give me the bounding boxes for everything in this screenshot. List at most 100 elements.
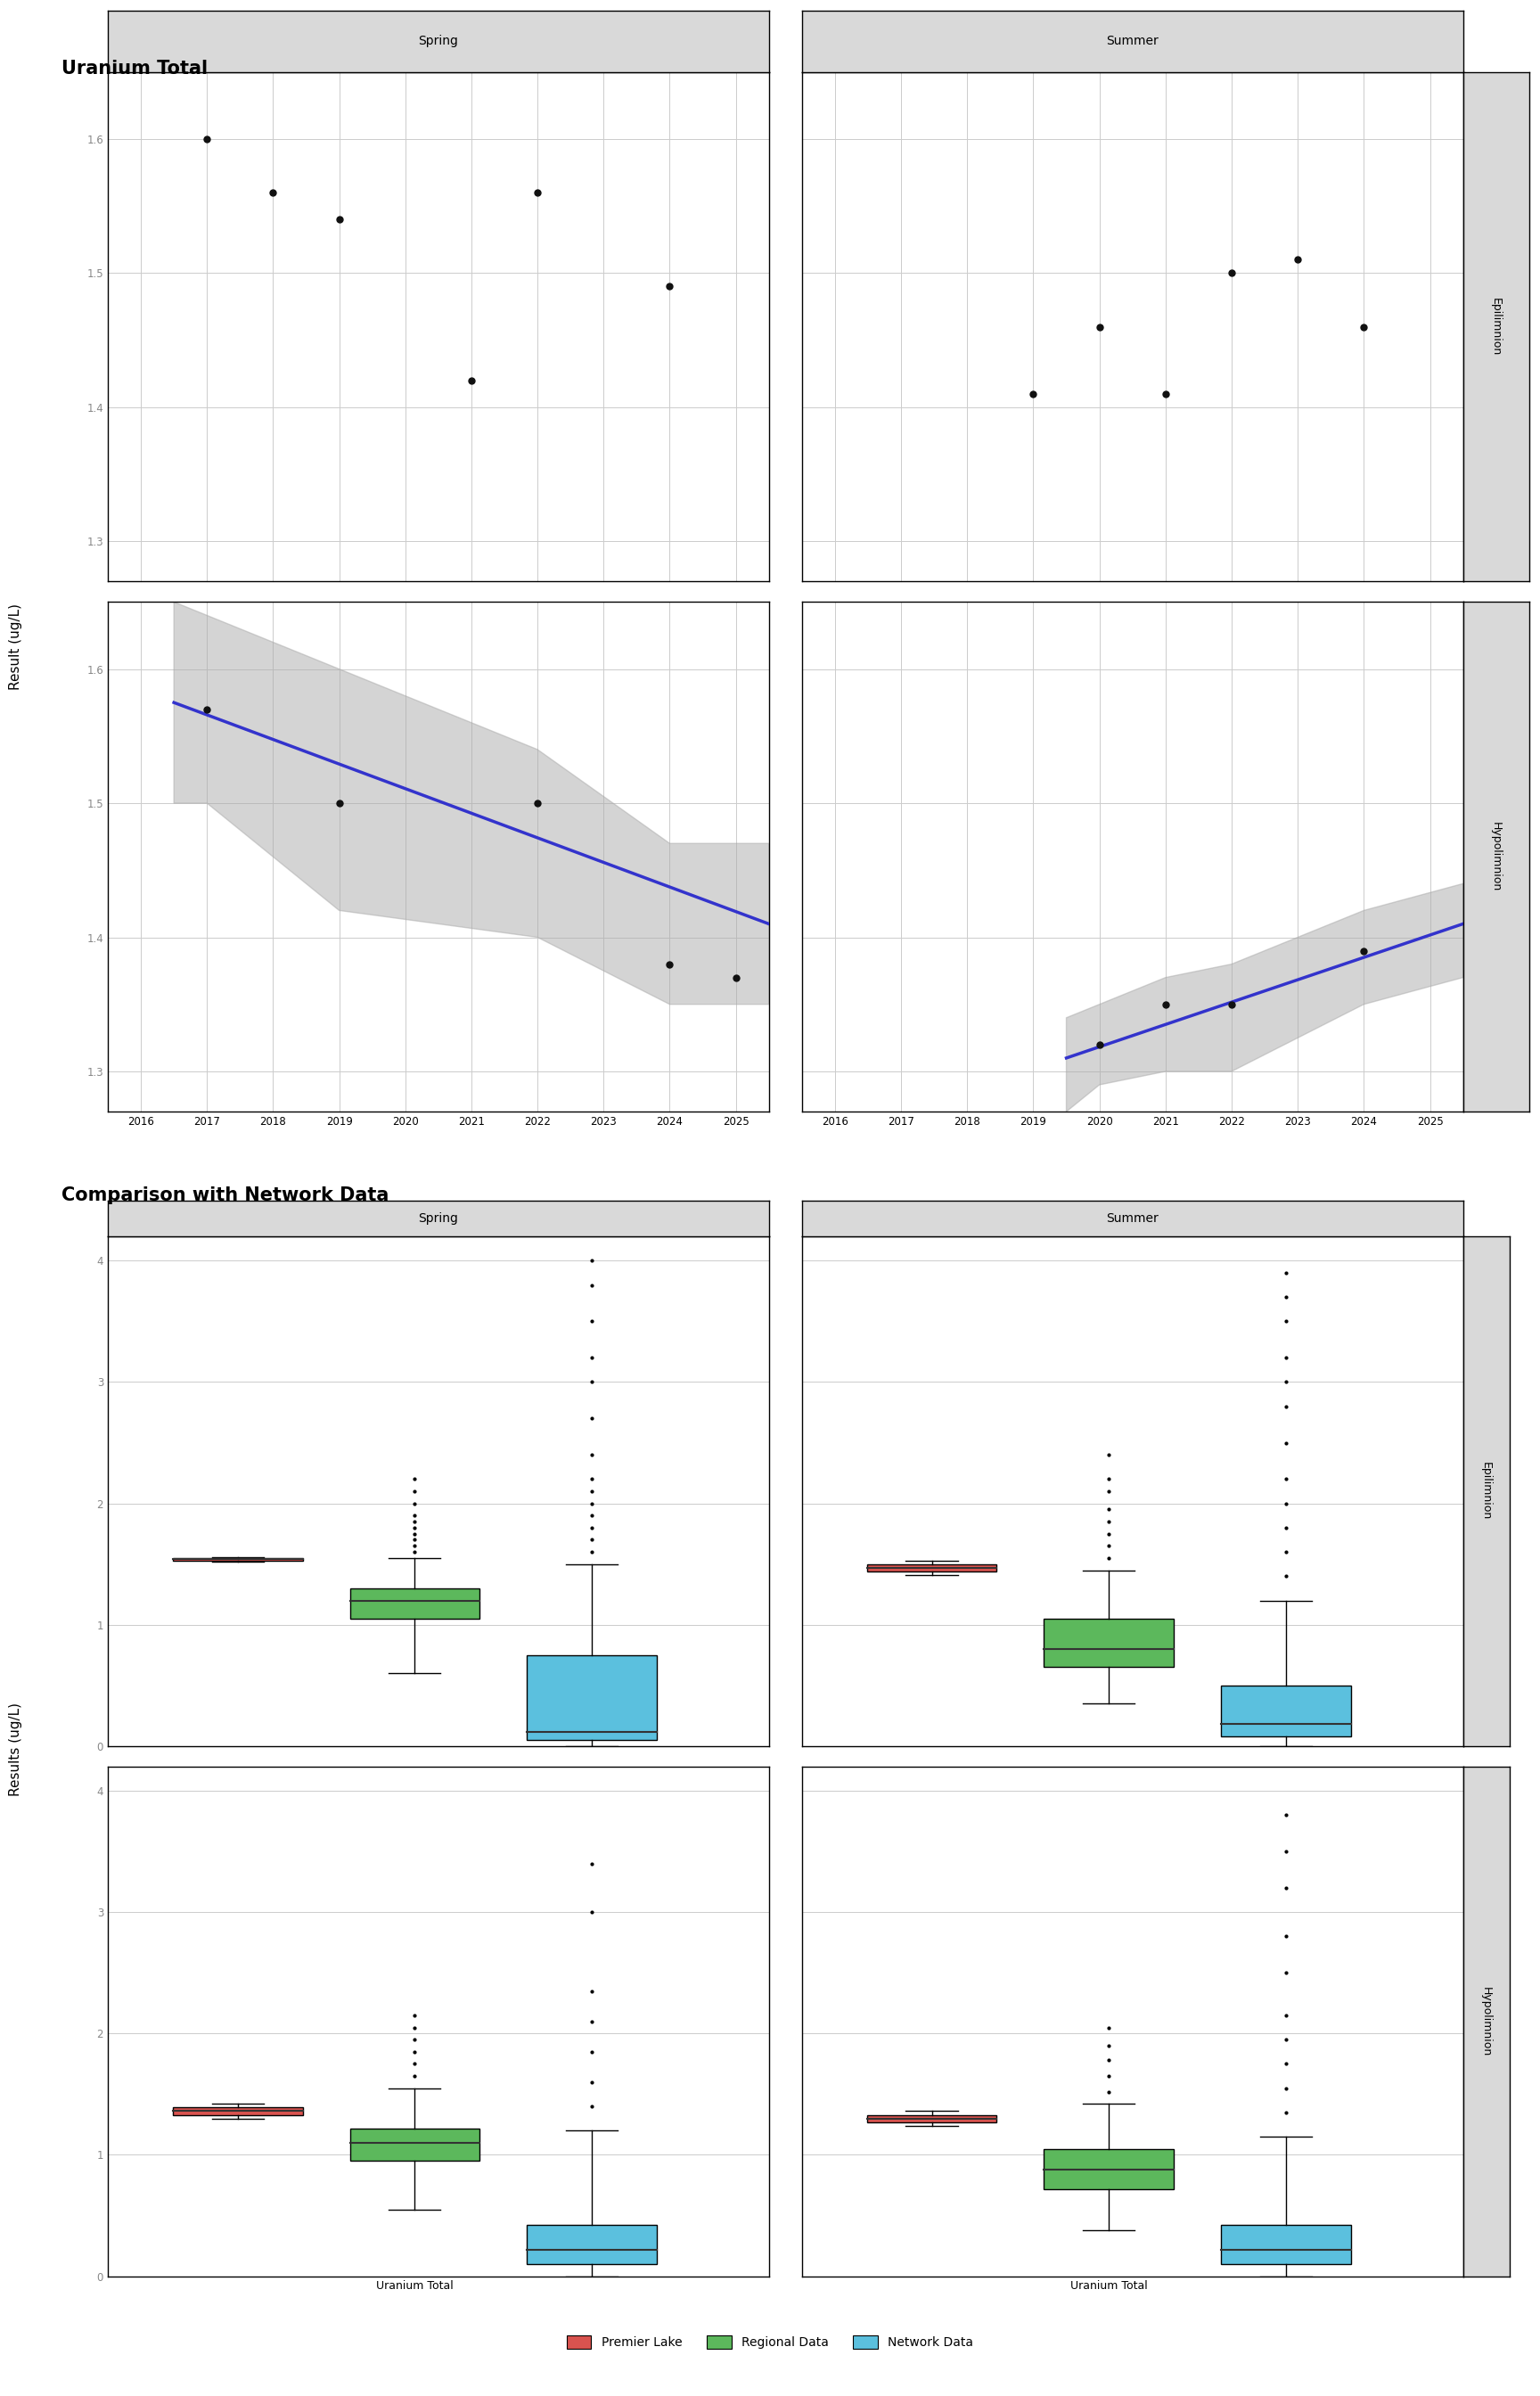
Text: Results (ug/L): Results (ug/L): [9, 1701, 22, 1797]
Point: [1352, 932, 1377, 970]
Point: [579, 1435, 604, 1474]
Point: [579, 1339, 604, 1378]
Point: [579, 1399, 604, 1438]
Point: [1096, 1538, 1121, 1577]
Point: [1021, 374, 1046, 412]
Point: [1096, 1490, 1121, 1529]
FancyBboxPatch shape: [1044, 2149, 1173, 2190]
Text: Result (ug/L): Result (ug/L): [9, 604, 22, 690]
Point: [1096, 1435, 1121, 1474]
Point: [579, 1533, 604, 1572]
FancyBboxPatch shape: [350, 1589, 479, 1620]
Point: [402, 2032, 427, 2070]
Point: [1352, 307, 1377, 345]
Point: [525, 173, 550, 211]
FancyBboxPatch shape: [867, 1565, 996, 1572]
Point: [658, 944, 682, 982]
Point: [402, 1502, 427, 1541]
Point: [402, 2056, 427, 2094]
Point: [194, 120, 219, 158]
Point: [1274, 1339, 1298, 1378]
Point: [1274, 1459, 1298, 1498]
Point: [579, 2063, 604, 2101]
Text: Comparison with Network Data: Comparison with Network Data: [62, 1186, 390, 1203]
Point: [1274, 1797, 1298, 1835]
Point: [1274, 1917, 1298, 1955]
Point: [1274, 1533, 1298, 1572]
Point: [1274, 2044, 1298, 2082]
Point: [579, 1521, 604, 1560]
Point: [579, 2032, 604, 2070]
Point: [1153, 985, 1178, 1023]
FancyBboxPatch shape: [1044, 1620, 1173, 1668]
Point: [1274, 1509, 1298, 1548]
Text: Uranium Total: Uranium Total: [62, 60, 208, 77]
Point: [1153, 374, 1178, 412]
Point: [525, 783, 550, 822]
Point: [1274, 1483, 1298, 1521]
Point: [579, 1471, 604, 1509]
Point: [402, 1509, 427, 1548]
Point: [326, 783, 351, 822]
Point: [1096, 1502, 1121, 1541]
FancyBboxPatch shape: [527, 2226, 656, 2264]
Point: [1096, 1526, 1121, 1565]
FancyBboxPatch shape: [172, 2108, 302, 2116]
Point: [1274, 2020, 1298, 2058]
Polygon shape: [174, 601, 768, 1004]
Point: [402, 2044, 427, 2082]
Point: [1096, 2073, 1121, 2111]
Point: [402, 1526, 427, 1565]
Point: [1096, 1459, 1121, 1498]
Point: [1274, 1833, 1298, 1871]
Point: [1220, 985, 1244, 1023]
FancyBboxPatch shape: [527, 1656, 656, 1739]
Point: [260, 173, 285, 211]
Point: [579, 1363, 604, 1402]
Point: [579, 1498, 604, 1536]
Point: [579, 2087, 604, 2125]
Point: [1274, 1387, 1298, 1426]
Point: [1274, 1557, 1298, 1596]
Point: [1096, 1514, 1121, 1553]
Point: [1220, 254, 1244, 292]
Point: [579, 2003, 604, 2041]
Polygon shape: [1066, 884, 1463, 1112]
Point: [579, 1845, 604, 1883]
Point: [402, 1521, 427, 1560]
Point: [658, 268, 682, 307]
Point: [1274, 2094, 1298, 2132]
Point: [724, 958, 748, 997]
Point: [579, 1301, 604, 1339]
Point: [402, 1514, 427, 1553]
Point: [1274, 1423, 1298, 1462]
Point: [579, 1509, 604, 1548]
Point: [1274, 1277, 1298, 1315]
Point: [402, 1533, 427, 1572]
Point: [402, 2008, 427, 2046]
Point: [579, 1893, 604, 1931]
Point: [1096, 1471, 1121, 1509]
Point: [1096, 2008, 1121, 2046]
Point: [402, 1471, 427, 1509]
Point: [579, 1459, 604, 1498]
FancyBboxPatch shape: [1221, 2226, 1351, 2264]
FancyBboxPatch shape: [867, 2116, 996, 2123]
Point: [1096, 2027, 1121, 2065]
Point: [579, 1265, 604, 1303]
Point: [1096, 2056, 1121, 2094]
Point: [402, 2020, 427, 2058]
FancyBboxPatch shape: [350, 2128, 479, 2161]
Point: [326, 201, 351, 240]
Point: [402, 1483, 427, 1521]
Point: [1274, 1253, 1298, 1291]
Point: [459, 362, 484, 400]
Point: [402, 1996, 427, 2034]
Point: [579, 1483, 604, 1521]
FancyBboxPatch shape: [172, 1557, 302, 1560]
Point: [1274, 1869, 1298, 1907]
FancyBboxPatch shape: [1221, 1684, 1351, 1737]
Point: [402, 1459, 427, 1498]
Point: [579, 1241, 604, 1279]
Point: [1087, 1025, 1112, 1064]
